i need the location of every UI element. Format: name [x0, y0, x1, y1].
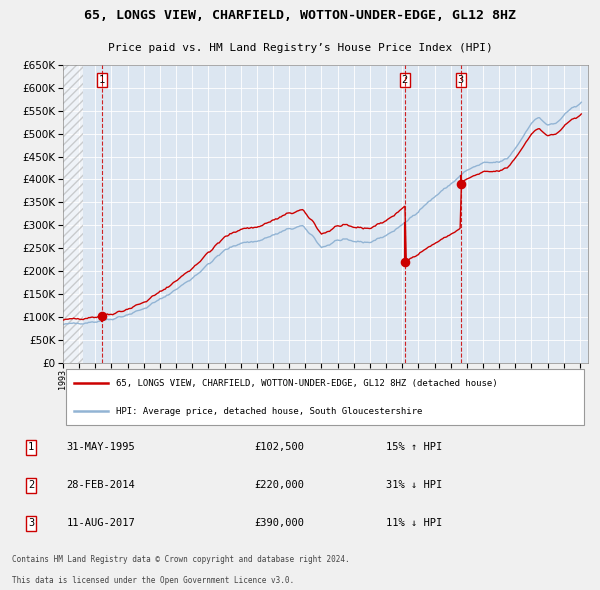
Polygon shape — [63, 65, 83, 363]
Text: Contains HM Land Registry data © Crown copyright and database right 2024.: Contains HM Land Registry data © Crown c… — [12, 555, 350, 564]
Text: 65, LONGS VIEW, CHARFIELD, WOTTON-UNDER-EDGE, GL12 8HZ: 65, LONGS VIEW, CHARFIELD, WOTTON-UNDER-… — [84, 9, 516, 22]
Text: 3: 3 — [28, 519, 34, 529]
Text: HPI: Average price, detached house, South Gloucestershire: HPI: Average price, detached house, Sout… — [115, 407, 422, 416]
Text: 65, LONGS VIEW, CHARFIELD, WOTTON-UNDER-EDGE, GL12 8HZ (detached house): 65, LONGS VIEW, CHARFIELD, WOTTON-UNDER-… — [115, 379, 497, 388]
Text: 1: 1 — [28, 442, 34, 453]
Text: 2: 2 — [401, 76, 408, 86]
Point — [456, 179, 466, 189]
Text: £390,000: £390,000 — [254, 519, 304, 529]
Text: 11-AUG-2017: 11-AUG-2017 — [67, 519, 136, 529]
Text: £220,000: £220,000 — [254, 480, 304, 490]
Text: 3: 3 — [457, 76, 464, 86]
Text: £102,500: £102,500 — [254, 442, 304, 453]
Point — [400, 257, 410, 267]
Point — [97, 311, 107, 320]
Text: 31% ↓ HPI: 31% ↓ HPI — [386, 480, 443, 490]
Text: 31-MAY-1995: 31-MAY-1995 — [67, 442, 136, 453]
Text: 2: 2 — [28, 480, 34, 490]
Text: 28-FEB-2014: 28-FEB-2014 — [67, 480, 136, 490]
Text: This data is licensed under the Open Government Licence v3.0.: This data is licensed under the Open Gov… — [12, 576, 294, 585]
Text: 15% ↑ HPI: 15% ↑ HPI — [386, 442, 443, 453]
Text: 1: 1 — [99, 76, 105, 86]
Text: Price paid vs. HM Land Registry’s House Price Index (HPI): Price paid vs. HM Land Registry’s House … — [107, 44, 493, 53]
FancyBboxPatch shape — [65, 369, 584, 425]
Text: 11% ↓ HPI: 11% ↓ HPI — [386, 519, 443, 529]
